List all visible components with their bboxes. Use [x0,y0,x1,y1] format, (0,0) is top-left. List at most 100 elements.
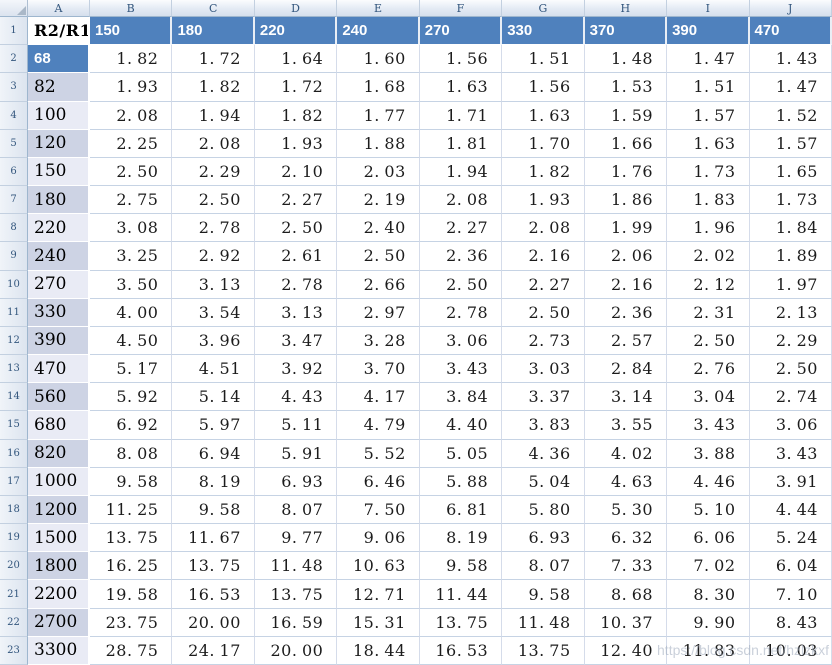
cell-A15[interactable]: 680 [28,411,90,440]
cell-I22[interactable]: 9. 90 [667,608,750,637]
cell-B15[interactable]: 6. 92 [90,411,173,440]
cell-J11[interactable]: 2. 13 [749,298,832,327]
cell-J6[interactable]: 1. 65 [749,157,832,187]
cell-D17[interactable]: 6. 93 [254,467,338,496]
cell-J8[interactable]: 1. 84 [749,214,832,243]
cell-G2[interactable]: 1. 51 [502,45,585,74]
cell-J2[interactable]: 1. 43 [749,45,832,74]
cell-J3[interactable]: 1. 47 [749,73,832,102]
cell-D20[interactable]: 11. 48 [254,552,338,581]
cell-B21[interactable]: 19. 58 [90,580,173,609]
cell-A4[interactable]: 100 [28,101,90,130]
cell-D7[interactable]: 2. 27 [254,186,338,215]
cell-D12[interactable]: 3. 47 [254,326,338,356]
cell-G12[interactable]: 2. 73 [502,326,585,356]
cell-J23[interactable]: 10. 03 [749,636,832,665]
cell-E2[interactable]: 1. 60 [337,45,420,74]
cell-F3[interactable]: 1. 63 [419,73,503,102]
row-header-6[interactable]: 6 [0,157,28,187]
cell-A19[interactable]: 1500 [28,524,90,553]
cell-E20[interactable]: 10. 63 [337,552,420,581]
cell-H15[interactable]: 3. 55 [584,411,668,440]
cell-F16[interactable]: 5. 05 [419,439,503,468]
cell-A14[interactable]: 560 [28,383,90,412]
row-header-15[interactable]: 15 [0,411,28,440]
cell-F23[interactable]: 16. 53 [419,636,503,665]
cell-E19[interactable]: 9. 06 [337,524,420,553]
cell-F13[interactable]: 3. 43 [419,355,503,384]
cell-I17[interactable]: 4. 46 [667,467,750,496]
cell-J19[interactable]: 5. 24 [749,524,832,553]
cell-C17[interactable]: 8. 19 [172,467,255,496]
cell-D23[interactable]: 20. 00 [254,636,338,665]
cell-F2[interactable]: 1. 56 [419,45,503,74]
cell-C15[interactable]: 5. 97 [172,411,255,440]
cell-E1[interactable]: 240 [337,17,420,46]
cell-H3[interactable]: 1. 53 [584,73,668,102]
cell-J16[interactable]: 3. 43 [749,439,832,468]
cell-E7[interactable]: 2. 19 [337,186,420,215]
cell-G15[interactable]: 3. 83 [502,411,585,440]
cell-D2[interactable]: 1. 64 [254,45,338,74]
cell-B18[interactable]: 11. 25 [90,495,173,525]
row-header-4[interactable]: 4 [0,101,28,130]
cell-B5[interactable]: 2. 25 [90,129,173,158]
cell-B1[interactable]: 150 [90,17,173,46]
cell-F20[interactable]: 9. 58 [419,552,503,581]
row-header-5[interactable]: 5 [0,129,28,158]
cell-E22[interactable]: 15. 31 [337,608,420,637]
cell-G17[interactable]: 5. 04 [502,467,585,496]
cell-H11[interactable]: 2. 36 [584,298,668,327]
cell-C9[interactable]: 2. 92 [172,242,255,271]
cell-E15[interactable]: 4. 79 [337,411,420,440]
cell-A10[interactable]: 270 [28,270,90,299]
cell-A12[interactable]: 390 [28,326,90,356]
column-header-J[interactable]: J [749,0,832,17]
cell-D11[interactable]: 3. 13 [254,298,338,327]
cell-H23[interactable]: 12. 40 [584,636,668,665]
cell-D13[interactable]: 3. 92 [254,355,338,384]
cell-H1[interactable]: 370 [584,17,668,46]
cell-C13[interactable]: 4. 51 [172,355,255,384]
cell-F4[interactable]: 1. 71 [419,101,503,130]
row-header-3[interactable]: 3 [0,73,28,102]
row-header-22[interactable]: 22 [0,608,28,637]
cell-B20[interactable]: 16. 25 [90,552,173,581]
cell-I8[interactable]: 1. 96 [667,214,750,243]
cell-A18[interactable]: 1200 [28,495,90,525]
cell-A1[interactable]: R2/R1 [28,17,90,46]
cell-I16[interactable]: 3. 88 [667,439,750,468]
cell-C12[interactable]: 3. 96 [172,326,255,356]
cell-G19[interactable]: 6. 93 [502,524,585,553]
cell-F1[interactable]: 270 [419,17,503,46]
cell-G8[interactable]: 2. 08 [502,214,585,243]
cell-G23[interactable]: 13. 75 [502,636,585,665]
column-header-D[interactable]: D [254,0,338,17]
cell-I7[interactable]: 1. 83 [667,186,750,215]
cell-H4[interactable]: 1. 59 [584,101,668,130]
cell-E21[interactable]: 12. 71 [337,580,420,609]
cell-H8[interactable]: 1. 99 [584,214,668,243]
cell-A8[interactable]: 220 [28,214,90,243]
cell-E10[interactable]: 2. 66 [337,270,420,299]
cell-J17[interactable]: 3. 91 [749,467,832,496]
cell-G16[interactable]: 4. 36 [502,439,585,468]
column-header-B[interactable]: B [90,0,173,17]
cell-H22[interactable]: 10. 37 [584,608,668,637]
cell-A3[interactable]: 82 [28,73,90,102]
cell-G14[interactable]: 3. 37 [502,383,585,412]
cell-D21[interactable]: 13. 75 [254,580,338,609]
column-header-F[interactable]: F [419,0,503,17]
cell-H16[interactable]: 4. 02 [584,439,668,468]
cell-F14[interactable]: 3. 84 [419,383,503,412]
row-header-1[interactable]: 1 [0,17,28,46]
cell-F18[interactable]: 6. 81 [419,495,503,525]
row-header-13[interactable]: 13 [0,355,28,384]
row-header-17[interactable]: 17 [0,467,28,496]
cell-I18[interactable]: 5. 10 [667,495,750,525]
cell-D3[interactable]: 1. 72 [254,73,338,102]
cell-I2[interactable]: 1. 47 [667,45,750,74]
cell-F12[interactable]: 3. 06 [419,326,503,356]
cell-G11[interactable]: 2. 50 [502,298,585,327]
column-header-H[interactable]: H [584,0,668,17]
